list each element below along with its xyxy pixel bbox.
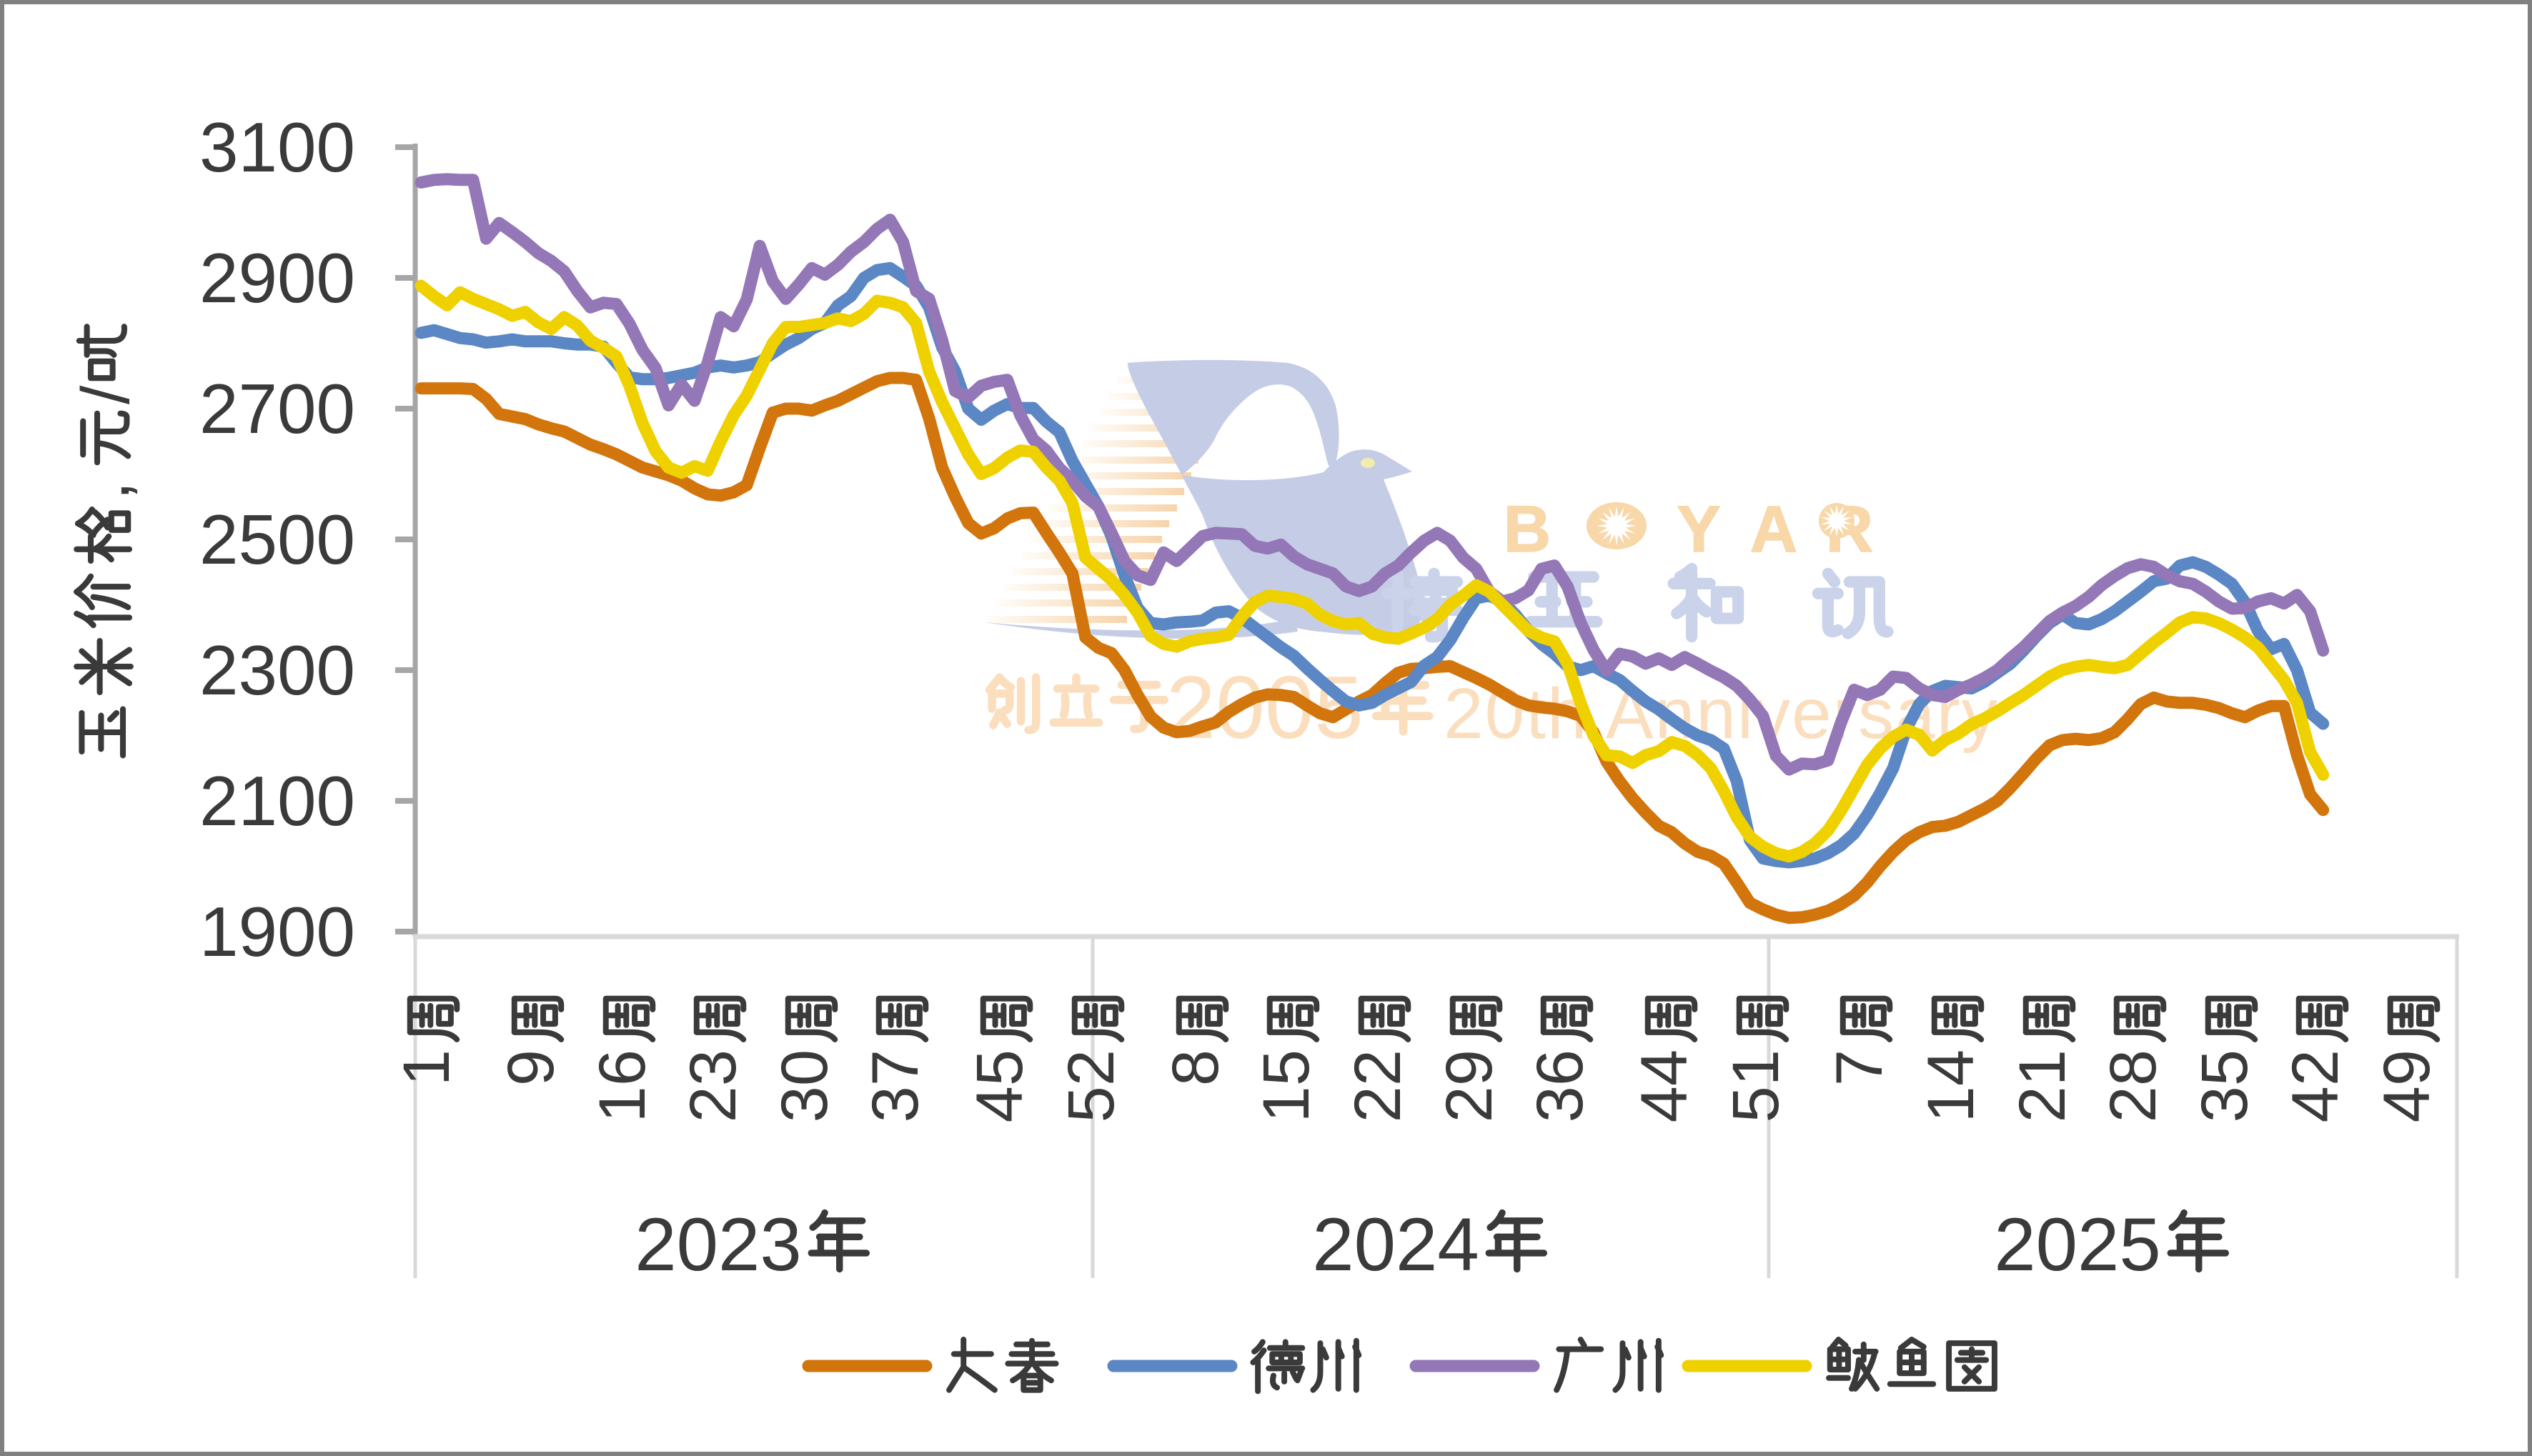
svg-text:2100: 2100 [199,762,355,840]
svg-text:1900: 1900 [199,892,355,971]
svg-text:44: 44 [1628,1049,1701,1122]
svg-text:21: 21 [2006,1049,2079,1122]
svg-text:2300: 2300 [199,631,355,709]
svg-text:51: 51 [1719,1049,1792,1122]
svg-text:2005: 2005 [1166,659,1364,757]
svg-text:2700: 2700 [199,369,355,448]
svg-text:9: 9 [495,1049,567,1086]
svg-text:3100: 3100 [199,108,355,186]
svg-text:14: 14 [1915,1049,1987,1122]
svg-text:Y: Y [1677,493,1720,566]
svg-text:A: A [1750,493,1797,566]
svg-text:37: 37 [859,1049,932,1122]
svg-text:2025: 2025 [1994,1203,2161,1287]
svg-text:1: 1 [390,1049,463,1086]
svg-text:49: 49 [2370,1049,2443,1122]
svg-text:22: 22 [1341,1049,1414,1122]
svg-text:2500: 2500 [199,500,355,579]
svg-text:30: 30 [768,1049,841,1122]
svg-text:16: 16 [586,1049,659,1122]
svg-text:2023: 2023 [635,1203,802,1287]
svg-text:23: 23 [677,1049,750,1122]
svg-text:2024: 2024 [1312,1203,1479,1287]
svg-text:8: 8 [1159,1049,1232,1086]
svg-text:45: 45 [963,1049,1036,1122]
svg-text:,: , [68,482,144,500]
svg-text:36: 36 [1524,1049,1597,1122]
svg-text:29: 29 [1433,1049,1506,1122]
svg-text:15: 15 [1250,1049,1323,1122]
svg-text:52: 52 [1055,1049,1128,1122]
svg-text:35: 35 [2188,1049,2261,1122]
svg-text:7: 7 [1823,1049,1896,1086]
svg-text:B: B [1504,493,1551,566]
svg-text:28: 28 [2097,1049,2170,1122]
svg-text:/: / [68,385,144,404]
svg-text:42: 42 [2279,1049,2352,1122]
svg-text:2900: 2900 [199,239,355,317]
